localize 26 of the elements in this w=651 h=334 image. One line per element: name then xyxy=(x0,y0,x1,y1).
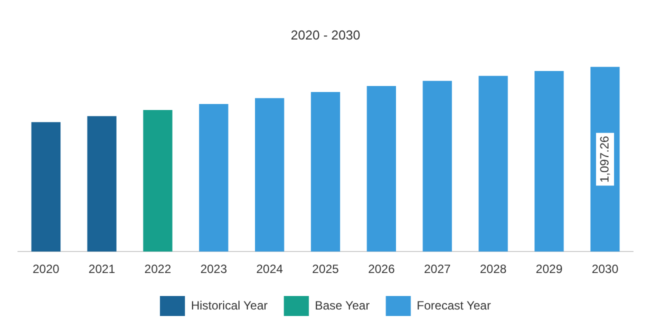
x-tick-label: 2022 xyxy=(144,262,172,276)
bar xyxy=(310,92,340,252)
x-tick-label: 2025 xyxy=(312,262,340,276)
bar xyxy=(422,80,452,252)
x-tick-label: 2030 xyxy=(592,262,619,276)
bar xyxy=(87,116,116,252)
legend-label: Historical Year xyxy=(190,298,268,312)
x-tick-label: 2020 xyxy=(32,262,60,276)
x-tick-label: 2021 xyxy=(88,262,116,276)
x-tick-label: 2029 xyxy=(536,262,563,276)
bar xyxy=(366,86,396,252)
chart-title: 2020 - 2030 xyxy=(290,27,360,42)
x-tick-label: 2024 xyxy=(256,262,284,276)
x-tick-label: 2026 xyxy=(368,262,396,276)
bar xyxy=(478,76,508,252)
bar xyxy=(255,98,284,252)
bar xyxy=(31,122,61,252)
bar xyxy=(143,110,172,252)
bar xyxy=(534,70,564,252)
data-label: 1,097.26 xyxy=(597,136,612,183)
x-tick-label: 2023 xyxy=(200,262,228,276)
x-tick-label: 2027 xyxy=(424,262,451,276)
legend-label: Base Year xyxy=(314,298,370,312)
x-tick-label: 2028 xyxy=(480,262,507,276)
legend-label: Forecast Year xyxy=(416,298,491,312)
bar xyxy=(199,104,228,252)
